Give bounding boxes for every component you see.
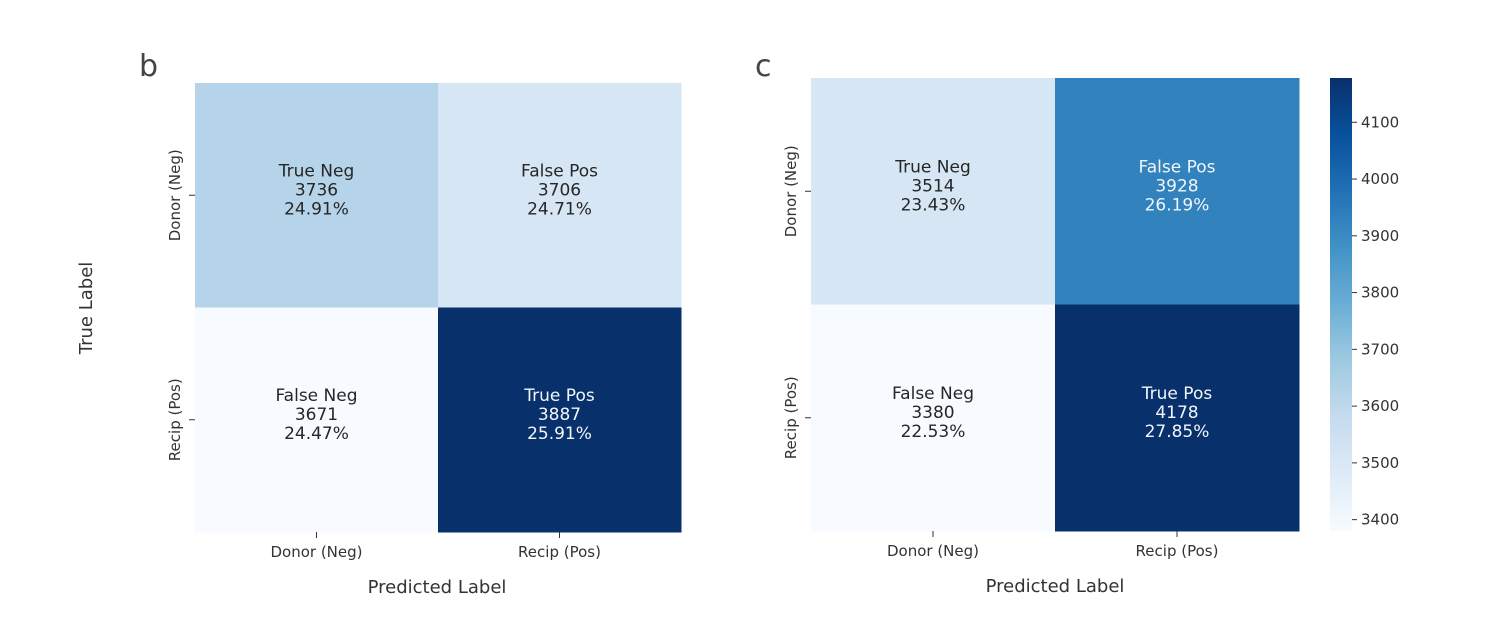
cell-count-r1-c0: 3380: [911, 403, 954, 423]
cell-label-r0-c0: True Neg: [894, 157, 970, 177]
colorbar-tick-label-4: 3800: [1361, 284, 1399, 302]
axis-ticks-c: Donor (Neg) Recip (Pos) Donor (Neg) Recip (…: [782, 145, 1218, 560]
heatmap-cell-r0-c0: [811, 78, 1056, 305]
x-tick-label-1: Recip (Pos): [1136, 542, 1219, 560]
heatmap-cell-r1-c1: [1055, 304, 1300, 532]
x-axis-title-c: Predicted Label: [986, 576, 1125, 597]
panel-letter-b: b: [139, 49, 158, 84]
y-tick-label-0: Donor (Neg): [782, 145, 800, 237]
cell-percent-r0-c1: 26.19%: [1145, 195, 1210, 215]
axis-ticks-b: Donor (Neg) Recip (Pos) Donor (Neg) Recip (…: [166, 149, 601, 561]
cell-label-r0-c0: True Neg: [278, 161, 354, 181]
cell-label-r1-c1: True Pos: [1141, 384, 1213, 404]
colorbar-tick-label-1: 3500: [1361, 454, 1399, 472]
y-tick-label-1: Recip (Pos): [782, 376, 800, 459]
cell-label-r1-c0: False Neg: [275, 386, 357, 406]
x-tick-label-0: Donor (Neg): [270, 543, 362, 561]
colorbar-tick-label-2: 3600: [1361, 397, 1399, 415]
cell-percent-r0-c1: 24.71%: [527, 199, 592, 219]
cell-count-r0-c0: 3736: [295, 180, 338, 200]
x-tick-label-0: Donor (Neg): [887, 542, 979, 560]
cell-percent-r0-c0: 23.43%: [901, 195, 966, 215]
heatmap-cell-r1-c0: [811, 304, 1056, 532]
cell-percent-r1-c0: 24.47%: [284, 424, 349, 444]
heatmap-cell-r0-c1: [438, 83, 682, 308]
cell-label-r1-c0: False Neg: [892, 384, 974, 404]
cell-percent-r1-c1: 27.85%: [1145, 422, 1210, 442]
heatmap-cell-r0-c1: [1055, 78, 1300, 305]
heatmap-cell-r0-c0: [195, 83, 439, 308]
x-tick-label-1: Recip (Pos): [518, 543, 601, 561]
colorbar-tick-label-5: 3900: [1361, 227, 1399, 245]
colorbar-tick-label-3: 3700: [1361, 340, 1399, 358]
cell-label-r0-c1: False Pos: [1139, 157, 1216, 177]
cell-count-r0-c0: 3514: [911, 176, 954, 196]
cell-count-r1-c1: 3887: [538, 405, 581, 425]
colorbar-tick-label-0: 3400: [1361, 511, 1399, 529]
colorbar-tick-label-7: 4100: [1361, 113, 1399, 131]
cell-count-r0-c1: 3928: [1155, 176, 1198, 196]
colorbar: 3400 3500 3600 3700 3800 3900 4000 4100: [1330, 78, 1399, 531]
cell-count-r1-c0: 3671: [295, 405, 338, 425]
cell-label-r1-c1: True Pos: [523, 386, 595, 406]
x-axis-title-b: Predicted Label: [368, 577, 507, 598]
y-tick-label-1: Recip (Pos): [166, 378, 184, 461]
cell-count-r1-c1: 4178: [1155, 403, 1198, 423]
y-tick-label-0: Donor (Neg): [166, 149, 184, 241]
cell-count-r0-c1: 3706: [538, 180, 581, 200]
heatmap-cell-r1-c0: [195, 307, 439, 533]
panel-letter-c: c: [755, 49, 772, 84]
colorbar-tick-label-6: 4000: [1361, 170, 1399, 188]
cell-percent-r1-c0: 22.53%: [901, 422, 966, 442]
colorbar-gradient: [1330, 78, 1352, 531]
cell-label-r0-c1: False Pos: [521, 161, 598, 181]
y-axis-title-b: True Label: [76, 262, 97, 356]
cell-percent-r0-c0: 24.91%: [284, 199, 349, 219]
cell-percent-r1-c1: 25.91%: [527, 424, 592, 444]
heatmap-cell-r1-c1: [438, 307, 682, 533]
